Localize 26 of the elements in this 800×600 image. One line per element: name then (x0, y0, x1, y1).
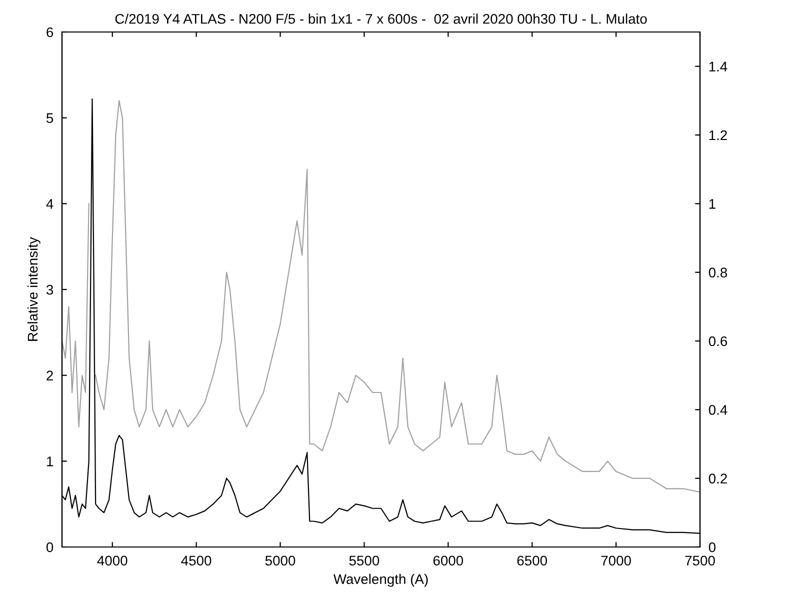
y2-tick-label: 1 (709, 199, 716, 209)
y2-tick-label: 1.2 (709, 130, 727, 140)
y-tick-label: 6 (46, 27, 54, 38)
y2-tick-label: 0 (708, 542, 716, 552)
y-tick-label: 4 (46, 199, 54, 209)
y2-tick-label: 0.6 (708, 336, 728, 346)
y-tick-label: 5 (46, 113, 54, 124)
y-tick-label: 0 (46, 542, 54, 552)
x-tick-label: 6500 (517, 556, 548, 566)
y-tick-label: 1 (47, 456, 53, 466)
x-tick-label: 7500 (685, 556, 715, 566)
x-tick-label: 5500 (349, 556, 380, 566)
x-tick-label: 4500 (181, 556, 212, 566)
y2-tick-label: 0.2 (708, 474, 727, 484)
y2-tick-label: 1.4 (709, 62, 728, 72)
chart-title: C/2019 Y4 ATLAS - N200 F/5 - bin 1x1 - 7 x 600s - 02 avril 2020 00h30 TU - L. Mulato (115, 14, 647, 24)
x-tick-label: 5000 (265, 556, 296, 566)
y-tick-label: 2 (46, 370, 53, 380)
x-tick-label: 7000 (601, 556, 631, 566)
y2-tick-label: 0.8 (708, 268, 728, 278)
y-axis-title: Relative intensity (27, 237, 40, 341)
x-tick-label: 6000 (433, 556, 464, 566)
x-axis-title: Wavelength (A) (333, 574, 428, 587)
y2-tick-label: 0.4 (708, 405, 728, 415)
y-tick-label: 3 (46, 284, 54, 295)
x-tick-label: 4000 (97, 556, 128, 566)
